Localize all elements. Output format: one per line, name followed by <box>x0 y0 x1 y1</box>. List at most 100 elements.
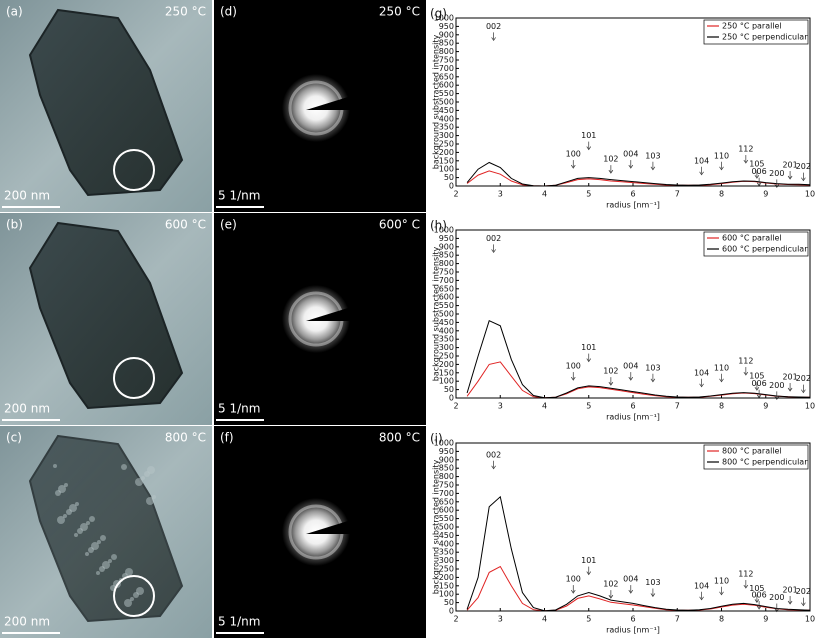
pore <box>86 521 90 525</box>
peak-label: 004 <box>623 575 638 584</box>
peak-label: 110 <box>714 151 729 160</box>
y-tick-label: 900 <box>439 242 454 251</box>
pore <box>88 547 94 553</box>
y-tick-label: 800 <box>439 472 454 481</box>
x-tick-label: 3 <box>498 402 503 411</box>
peak-arrow-head <box>787 387 793 392</box>
pore <box>100 535 106 541</box>
pore <box>97 540 101 544</box>
peak-arrow-head <box>719 591 724 596</box>
pore <box>124 599 132 607</box>
y-tick-label: 950 <box>439 447 454 456</box>
peak-arrow-head <box>699 171 704 176</box>
y-tick-label: 100 <box>439 377 454 386</box>
y-tick-label: 300 <box>439 556 454 565</box>
peak-arrow-head <box>699 596 704 601</box>
series-line <box>466 320 811 399</box>
peak-label: 102 <box>603 580 618 589</box>
y-tick-label: 600 <box>439 81 454 90</box>
peak-arrow-head <box>608 594 614 599</box>
scale-bar-label: 200 nm <box>4 615 50 629</box>
x-tick-label: 4 <box>542 615 547 624</box>
plot-frame <box>455 229 811 399</box>
y-tick-label: 250 <box>439 565 454 574</box>
y-tick-label: 700 <box>439 276 454 285</box>
peak-label: 102 <box>603 367 618 376</box>
temperature: 800 °C <box>379 431 420 445</box>
legend-box <box>703 444 809 470</box>
x-tick-label: 9 <box>763 615 768 624</box>
peak-label: 101 <box>581 343 596 352</box>
x-tick-label: 2 <box>453 615 458 624</box>
y-tick-label: 250 <box>439 352 454 361</box>
y-tick-label: 950 <box>439 22 454 31</box>
scale-bar-label: 5 1/nm <box>218 189 260 203</box>
particle <box>28 8 184 197</box>
peak-arrow-head <box>787 175 793 180</box>
peak-label: 006 <box>751 379 766 388</box>
x-tick-label: 5 <box>586 190 591 199</box>
peak-arrow-head <box>628 589 634 594</box>
peak-label: 110 <box>714 363 729 372</box>
y-tick-label: 750 <box>439 268 454 277</box>
peak-label: 201 <box>782 161 797 170</box>
diffraction-image: (f) 800 °C 5 1/nm <box>214 426 426 638</box>
pore <box>111 554 117 560</box>
legend-box <box>703 231 809 257</box>
x-tick-label: 10 <box>805 615 815 624</box>
peak-arrow-head <box>754 599 760 603</box>
peak-label: 104 <box>694 581 709 590</box>
y-tick-label: 450 <box>439 106 454 115</box>
peak-arrow-head <box>570 376 576 381</box>
panel-label: (b) <box>6 218 23 232</box>
y-tick-label: 950 <box>439 234 454 243</box>
y-tick-label: 800 <box>439 259 454 268</box>
x-tick-label: 2 <box>453 402 458 411</box>
plot-frame <box>455 17 811 187</box>
peak-arrow-head <box>650 166 656 171</box>
peak-arrow-head <box>491 37 496 42</box>
y-tick-label: 500 <box>439 310 454 319</box>
x-axis-label: radius [nm⁻¹] <box>606 413 660 422</box>
peak-label: 104 <box>694 368 709 377</box>
x-tick-label: 7 <box>675 402 680 411</box>
peak-arrow-head <box>586 146 592 151</box>
y-tick-label: 550 <box>439 89 454 98</box>
y-tick-label: 550 <box>439 514 454 523</box>
legend-label: 600 °C parallel <box>722 234 782 243</box>
peak-label: 101 <box>581 556 596 565</box>
scale-bar-label: 5 1/nm <box>218 615 260 629</box>
x-tick-label: 8 <box>719 190 724 199</box>
pore <box>135 478 143 486</box>
plot-frame <box>455 442 811 612</box>
peak-arrow-head <box>774 608 780 613</box>
peak-arrow-head <box>787 600 793 605</box>
x-tick-label: 5 <box>586 402 591 411</box>
y-tick-label: 600 <box>439 506 454 515</box>
peak-label: 002 <box>486 450 501 459</box>
peak-label: 100 <box>566 362 581 371</box>
series-line <box>466 495 811 612</box>
peak-label: 101 <box>581 131 596 140</box>
y-tick-label: 350 <box>439 123 454 132</box>
pore <box>66 509 72 515</box>
panel-label: (c) <box>6 431 22 445</box>
y-tick-label: 900 <box>439 30 454 39</box>
peak-arrow-head <box>608 169 614 174</box>
y-tick-label: 900 <box>439 455 454 464</box>
selected-area <box>113 357 155 399</box>
pore <box>144 471 150 477</box>
peak-label: 110 <box>714 576 729 585</box>
scale-bar-label: 200 nm <box>4 402 50 416</box>
panel-label: (d) <box>220 5 237 19</box>
tem-image: (b) 600 °C 200 nm <box>0 213 212 425</box>
x-tick-label: 8 <box>719 402 724 411</box>
y-tick-label: 700 <box>439 64 454 73</box>
y-tick-label: 650 <box>439 497 454 506</box>
peak-arrow-head <box>743 159 749 164</box>
y-tick-label: 800 <box>439 47 454 56</box>
pore <box>99 566 105 572</box>
y-tick-label: 650 <box>439 72 454 81</box>
temperature: 250 °C <box>165 5 206 19</box>
